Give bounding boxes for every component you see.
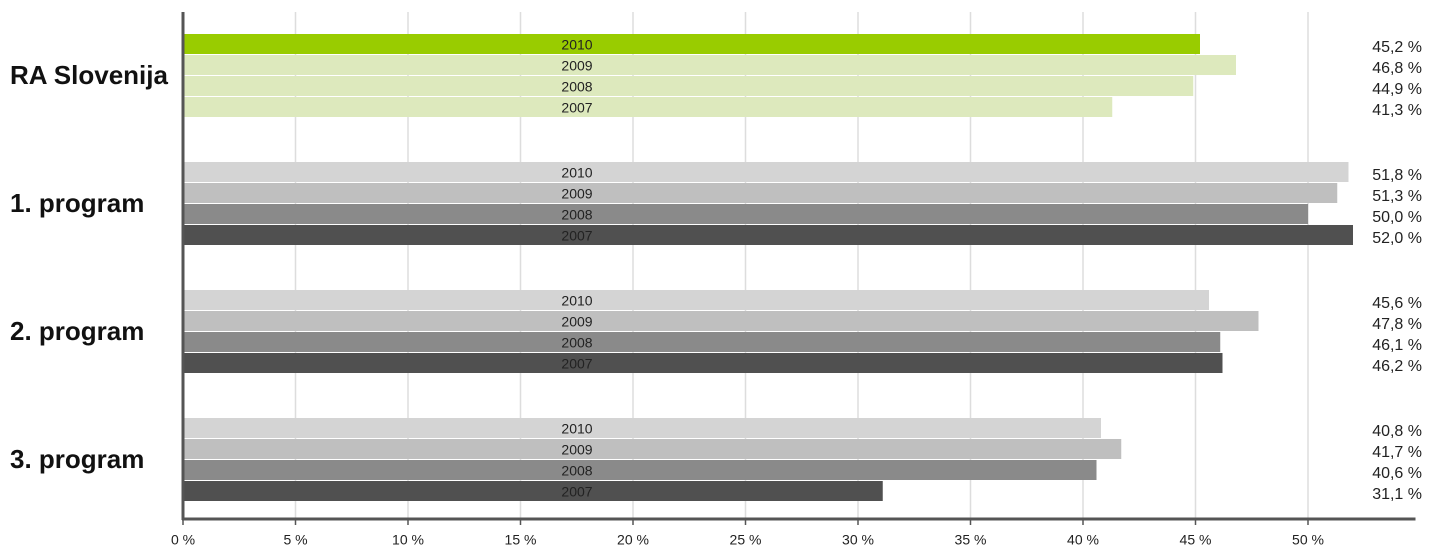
bar bbox=[183, 439, 1122, 459]
value-label: 41,3 % bbox=[1372, 102, 1422, 119]
x-tick-label: 20 % bbox=[617, 532, 649, 548]
bar bbox=[183, 353, 1223, 373]
x-tick-label: 40 % bbox=[1067, 532, 1099, 548]
value-label: 50,0 % bbox=[1372, 209, 1422, 226]
bar-year-label: 2008 bbox=[561, 463, 592, 479]
category-label: RA Slovenija bbox=[10, 60, 169, 90]
bar bbox=[183, 76, 1194, 96]
bar-year-label: 2008 bbox=[561, 207, 592, 223]
bar bbox=[183, 55, 1236, 75]
bar-year-label: 2007 bbox=[561, 484, 592, 500]
bar-year-label: 2008 bbox=[561, 79, 592, 95]
value-label: 52,0 % bbox=[1372, 230, 1422, 247]
bar bbox=[183, 290, 1209, 310]
bar-year-label: 2007 bbox=[561, 356, 592, 372]
bar-year-label: 2010 bbox=[561, 293, 592, 309]
value-label: 46,2 % bbox=[1372, 358, 1422, 375]
value-label: 41,7 % bbox=[1372, 444, 1422, 461]
bar-year-label: 2009 bbox=[561, 314, 592, 330]
x-tick-label: 30 % bbox=[842, 532, 874, 548]
x-tick-label: 45 % bbox=[1180, 532, 1212, 548]
bar bbox=[183, 183, 1338, 203]
bar bbox=[183, 311, 1259, 331]
bar-year-label: 2010 bbox=[561, 165, 592, 181]
bar-year-label: 2009 bbox=[561, 442, 592, 458]
bar-year-label: 2008 bbox=[561, 335, 592, 351]
bar-year-label: 2010 bbox=[561, 421, 592, 437]
bar bbox=[183, 225, 1353, 245]
x-tick-label: 10 % bbox=[392, 532, 424, 548]
bar bbox=[183, 481, 883, 501]
value-label: 40,8 % bbox=[1372, 423, 1422, 440]
value-label: 44,9 % bbox=[1372, 81, 1422, 98]
x-tick-label: 15 % bbox=[505, 532, 537, 548]
x-tick-label: 25 % bbox=[730, 532, 762, 548]
category-label: 2. program bbox=[10, 316, 144, 346]
value-label: 46,1 % bbox=[1372, 337, 1422, 354]
value-label: 46,8 % bbox=[1372, 60, 1422, 77]
value-label: 45,2 % bbox=[1372, 39, 1422, 56]
value-label: 40,6 % bbox=[1372, 465, 1422, 482]
bar bbox=[183, 162, 1349, 182]
x-tick-label: 0 % bbox=[171, 532, 195, 548]
bar-year-label: 2010 bbox=[561, 37, 592, 53]
bar bbox=[183, 97, 1113, 117]
bar-year-label: 2009 bbox=[561, 58, 592, 74]
value-label: 45,6 % bbox=[1372, 295, 1422, 312]
x-tick-label: 5 % bbox=[283, 532, 307, 548]
x-tick-label: 35 % bbox=[955, 532, 987, 548]
value-label: 47,8 % bbox=[1372, 316, 1422, 333]
x-tick-label: 50 % bbox=[1292, 532, 1324, 548]
value-label: 51,3 % bbox=[1372, 188, 1422, 205]
bar bbox=[183, 34, 1200, 54]
category-label: 1. program bbox=[10, 188, 144, 218]
bar bbox=[183, 460, 1097, 480]
bar-year-label: 2009 bbox=[561, 186, 592, 202]
bar-year-label: 2007 bbox=[561, 100, 592, 116]
bar bbox=[183, 418, 1101, 438]
value-label: 31,1 % bbox=[1372, 486, 1422, 503]
value-label: 51,8 % bbox=[1372, 167, 1422, 184]
bar-year-label: 2007 bbox=[561, 228, 592, 244]
bar bbox=[183, 204, 1308, 224]
category-label: 3. program bbox=[10, 444, 144, 474]
bar bbox=[183, 332, 1221, 352]
